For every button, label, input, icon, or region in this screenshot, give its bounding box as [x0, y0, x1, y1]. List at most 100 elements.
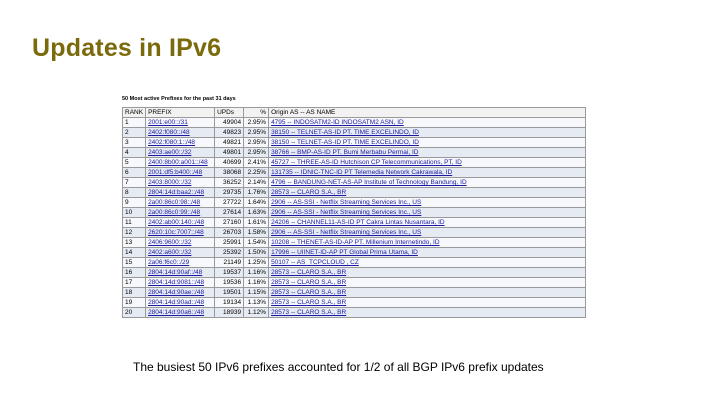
origin-as-link[interactable]: 4795 -- INDOSATM2-ID INDOSATM2 ASN, ID [268, 117, 587, 128]
percent-cell: 1.12% [243, 307, 270, 318]
prefix-link[interactable]: 2804:14d:90ad::/48 [145, 297, 216, 308]
prefix-link[interactable]: 2804:14d:baa2::/48 [145, 187, 216, 198]
origin-as-link[interactable]: 28573 -- CLARO S.A., BR [268, 307, 587, 318]
table-row: 14 2402:a600::/32 25392 1.50% 17996 -- UIINE… [121, 247, 587, 258]
table-header-row: RANK PREFIX UPDs % Origin AS -- AS NAME [121, 107, 587, 118]
origin-as-link[interactable]: 38150 -- TELNET-AS-ID PT. TIME EXCELINDO… [268, 137, 587, 148]
table-row: 3 2402:f080:1::/48 49821 2.95% 38150 -- TELN… [121, 137, 587, 148]
prefix-link[interactable]: 2804:14d:9081::/48 [145, 277, 216, 288]
upds-cell: 19537 [214, 267, 245, 278]
table-row: 18 2804:14d:90ae::/48 19501 1.15% 28573 -- C… [121, 287, 587, 298]
rank-cell: 19 [121, 297, 147, 308]
header-prefix: PREFIX [145, 107, 216, 118]
origin-as-link[interactable]: 2906 -- AS-SSI - Netflix Streaming Servi… [268, 197, 587, 208]
upds-cell: 49801 [214, 147, 245, 158]
upds-cell: 36252 [214, 177, 245, 188]
rank-cell: 15 [121, 257, 147, 268]
rank-cell: 9 [121, 197, 147, 208]
origin-as-link[interactable]: 28573 -- CLARO S.A., BR [268, 287, 587, 298]
table-row: 12 2620:10c:7007::/48 26703 1.58% 2906 -- AS… [121, 227, 587, 238]
table-row: 1 2001:e00::/31 49904 2.95% 4795 -- INDOSATM… [121, 117, 587, 128]
rank-cell: 4 [121, 147, 147, 158]
rank-cell: 16 [121, 267, 147, 278]
origin-as-link[interactable]: 38766 -- BMP-AS-ID PT. Bumi Merbabu Perm… [268, 147, 587, 158]
percent-cell: 2.95% [243, 147, 270, 158]
origin-as-link[interactable]: 45727 -- THREE-AS-ID Hutchison CP Teleco… [268, 157, 587, 168]
prefix-link[interactable]: 2402:f080:1::/48 [145, 137, 216, 148]
upds-cell: 38068 [214, 167, 245, 178]
upds-cell: 27614 [214, 207, 245, 218]
percent-cell: 1.16% [243, 277, 270, 288]
percent-cell: 1.16% [243, 267, 270, 278]
origin-as-link[interactable]: 28573 -- CLARO S.A., BR [268, 267, 587, 278]
upds-cell: 49904 [214, 117, 245, 128]
prefix-link[interactable]: 2001:e00::/31 [145, 117, 216, 128]
upds-cell: 19134 [214, 297, 245, 308]
rank-cell: 20 [121, 307, 147, 318]
table-caption: 50 Most active Prefixes for the past 31 … [122, 96, 236, 102]
origin-as-link[interactable]: 38150 -- TELNET-AS-ID PT. TIME EXCELINDO… [268, 127, 587, 138]
prefix-link[interactable]: 2001:df5:b400::/48 [145, 167, 216, 178]
prefix-table-container: RANK PREFIX UPDs % Origin AS -- AS NAME … [121, 107, 587, 318]
rank-cell: 5 [121, 157, 147, 168]
table-row: 16 2804:14d:90af::/48 19537 1.16% 28573 -- C… [121, 267, 587, 278]
upds-cell: 18939 [214, 307, 245, 318]
prefix-link[interactable]: 2a00:86c0:99::/48 [145, 207, 216, 218]
prefix-link[interactable]: 2403:8000::/32 [145, 177, 216, 188]
origin-as-link[interactable]: 4796 -- BANDUNG-NET-AS-AP Institute of T… [268, 177, 587, 188]
prefix-link[interactable]: 2804:14d:90ae::/48 [145, 287, 216, 298]
table-row: 19 2804:14d:90ad::/48 19134 1.13% 28573 -- C… [121, 297, 587, 308]
table-row: 20 2804:14d:90a6::/48 18939 1.12% 28573 -- C… [121, 307, 587, 318]
rank-cell: 2 [121, 127, 147, 138]
prefix-link[interactable]: 2804:14d:90a6::/48 [145, 307, 216, 318]
upds-cell: 21149 [214, 257, 245, 268]
origin-as-link[interactable]: 2906 -- AS-SSI - Netflix Streaming Servi… [268, 227, 587, 238]
header-origin: Origin AS -- AS NAME [268, 107, 587, 118]
origin-as-link[interactable]: 28573 -- CLARO S.A., BR [268, 297, 587, 308]
slide-title: Updates in IPv6 [32, 34, 222, 62]
rank-cell: 8 [121, 187, 147, 198]
origin-as-link[interactable]: 28573 -- CLARO S.A., BR [268, 187, 587, 198]
prefix-link[interactable]: 2402:a600::/32 [145, 247, 216, 258]
prefix-link[interactable]: 2400:8b00:a001::/48 [145, 157, 216, 168]
percent-cell: 2.25% [243, 167, 270, 178]
table-row: 7 2403:8000::/32 36252 2.14% 4796 -- BANDUNG… [121, 177, 587, 188]
prefix-link[interactable]: 2402:ab00:140::/48 [145, 217, 216, 228]
percent-cell: 1.64% [243, 197, 270, 208]
percent-cell: 2.95% [243, 127, 270, 138]
prefix-link[interactable]: 2a00:86c0:98::/48 [145, 197, 216, 208]
rank-cell: 11 [121, 217, 147, 228]
upds-cell: 27160 [214, 217, 245, 228]
rank-cell: 17 [121, 277, 147, 288]
percent-cell: 1.54% [243, 237, 270, 248]
table-row: 11 2402:ab00:140::/48 27160 1.61% 24206 -- C… [121, 217, 587, 228]
rank-cell: 7 [121, 177, 147, 188]
origin-as-link[interactable]: 17996 -- UIINET-ID-AP PT Global Prima Ut… [268, 247, 587, 258]
upds-cell: 19501 [214, 287, 245, 298]
percent-cell: 1.13% [243, 297, 270, 308]
prefix-link[interactable]: 2403:ae00::/32 [145, 147, 216, 158]
prefix-link[interactable]: 2406:9600::/32 [145, 237, 216, 248]
table-row: 17 2804:14d:9081::/48 19536 1.16% 28573 -- C… [121, 277, 587, 288]
upds-cell: 19536 [214, 277, 245, 288]
rank-cell: 12 [121, 227, 147, 238]
prefix-link[interactable]: 2402:f080::/48 [145, 127, 216, 138]
percent-cell: 1.58% [243, 227, 270, 238]
prefix-link[interactable]: 2a06:f6c0::/29 [145, 257, 216, 268]
origin-as-link[interactable]: 50107 -- AS_TCPCLOUD , CZ [268, 257, 587, 268]
prefix-link[interactable]: 2620:10c:7007::/48 [145, 227, 216, 238]
rank-cell: 10 [121, 207, 147, 218]
origin-as-link[interactable]: 24206 -- CHANNEL11-AS-ID PT Cakra Lintas… [268, 217, 587, 228]
header-upds: UPDs [214, 107, 245, 118]
percent-cell: 2.14% [243, 177, 270, 188]
table-row: 13 2406:9600::/32 25991 1.54% 10208 -- THENE… [121, 237, 587, 248]
upds-cell: 49821 [214, 137, 245, 148]
prefix-link[interactable]: 2804:14d:90af::/48 [145, 267, 216, 278]
origin-as-link[interactable]: 131735 -- IDNIC-TNC-ID PT Telemedia Netw… [268, 167, 587, 178]
origin-as-link[interactable]: 28573 -- CLARO S.A., BR [268, 277, 587, 288]
origin-as-link[interactable]: 2906 -- AS-SSI - Netflix Streaming Servi… [268, 207, 587, 218]
rank-cell: 14 [121, 247, 147, 258]
table-row: 6 2001:df5:b400::/48 38068 2.25% 131735 -- I… [121, 167, 587, 178]
origin-as-link[interactable]: 10208 -- THENET-AS-ID-AP PT. Millenium I… [268, 237, 587, 248]
rank-cell: 3 [121, 137, 147, 148]
